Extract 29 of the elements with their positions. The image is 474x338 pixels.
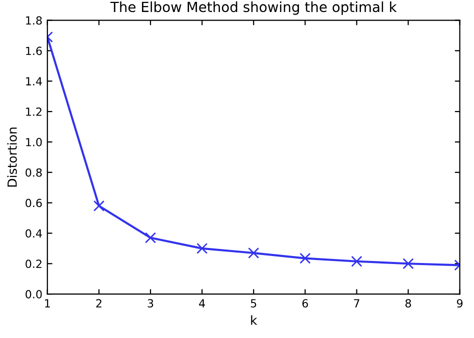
- y-tick-label: 1.2: [26, 108, 42, 116]
- chart-title: The Elbow Method showing the optimal k: [110, 1, 397, 15]
- y-tick-label: 0.0: [26, 290, 42, 298]
- x-tick-label: 5: [250, 299, 256, 308]
- y-tick-label: 0.4: [26, 229, 42, 238]
- x-tick-label: 2: [96, 299, 102, 308]
- point: [196, 242, 208, 254]
- x-tick-label: 1: [45, 299, 50, 308]
- point: [144, 232, 156, 244]
- y-axis-title: Distortion: [7, 128, 17, 187]
- x-tick-label: 6: [302, 299, 308, 308]
- point: [300, 252, 311, 264]
- x-tick-label: 8: [405, 299, 412, 308]
- y-tick-label: 1.6: [26, 46, 42, 56]
- y-tick-label: 0.2: [26, 260, 42, 268]
- x-tick-label: 4: [199, 299, 205, 308]
- y-tick-label: 0.8: [26, 168, 42, 177]
- x-tick-label: 3: [148, 299, 154, 308]
- x-tick-label: 7: [354, 299, 360, 308]
- x-tick-label: 9: [456, 299, 463, 308]
- point: [402, 258, 414, 270]
- y-tick-label: 1.0: [26, 138, 42, 146]
- y-tick-label: 0.6: [26, 198, 42, 208]
- point: [93, 200, 105, 212]
- x-axis-title: k: [251, 315, 258, 325]
- point: [351, 256, 362, 267]
- y-tick-label: 1.4: [26, 77, 42, 86]
- y-tick-label: 1.8: [26, 16, 42, 25]
- point: [248, 247, 260, 259]
